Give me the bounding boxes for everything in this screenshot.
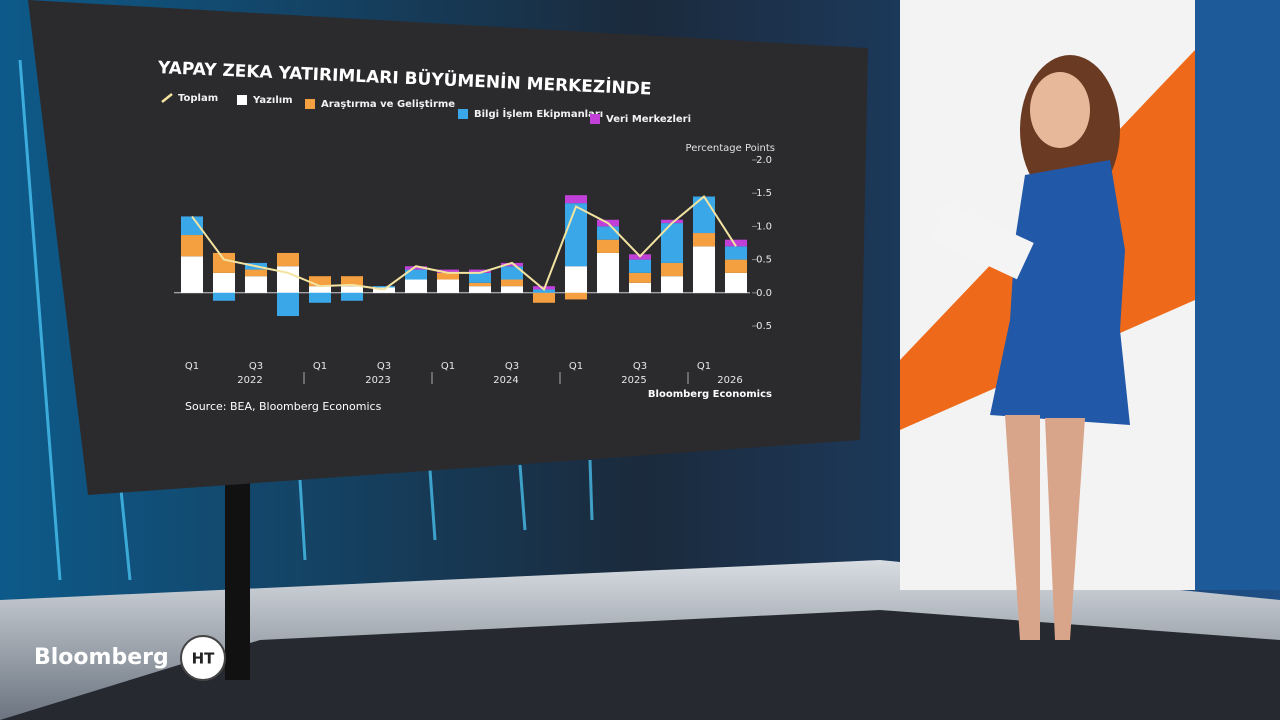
display-screen [28,0,868,495]
bar-segment [501,286,523,293]
y-tick-label: 1.0 [756,221,772,232]
x-tick-label: Q3 [249,361,263,372]
y-tick-label: 0.0 [756,288,772,299]
bar-segment [213,252,235,273]
bar-segment [565,292,587,300]
bar-segment [277,292,299,317]
bar-segment [629,282,651,293]
bar-segment [341,286,363,293]
bar-segment [501,279,523,287]
bar-segment [533,292,555,303]
year-label: 2023 [365,375,390,386]
bar-segment [245,276,267,293]
y-axis-label: Percentage Points [686,143,775,154]
bar-segment [245,269,267,277]
bar-segment [469,272,491,283]
x-tick-label: Q1 [313,361,327,372]
bar-segment [661,219,683,224]
year-label: 2024 [493,375,518,386]
bar-segment [469,282,491,287]
bar-segment [501,262,523,267]
bar-segment [213,272,235,293]
year-label: 2026 [717,375,742,386]
bar-segment [437,269,459,273]
bar-segment [341,276,363,287]
bar-segment [725,239,747,247]
floor-dark [0,610,1280,720]
bar-segment [629,259,651,273]
legend-label: Araştırma ve Geliştirme [321,99,455,110]
bar-segment [309,276,331,287]
legend-swatch [590,114,600,124]
y-tick-label: 0.5 [756,255,772,266]
bar-segment [565,195,587,204]
y-tick-label: 1.5 [756,188,772,199]
legend-swatch [161,93,173,103]
x-tick-label: Q1 [697,361,711,372]
bar-segment [565,203,587,267]
x-tick-label: Q1 [569,361,583,372]
bar-segment [309,286,331,293]
bar-segment [725,259,747,273]
credit: Bloomberg Economics [648,389,772,400]
bar-segment [661,223,683,263]
bar-segment [725,246,747,260]
y-tick-label: -0.5 [752,321,772,332]
year-label: 2025 [621,375,646,386]
legend-label: Veri Merkezleri [606,114,691,125]
bar-segment [437,272,459,280]
bar-segment [661,262,683,277]
bar-segment [533,289,555,293]
source: Source: BEA, Bloomberg Economics [185,400,382,413]
x-tick-label: Q3 [377,361,391,372]
bar-segment [341,292,363,301]
bar-segment [277,252,299,267]
legend-label: Yazılım [252,95,293,106]
bar-segment [597,226,619,240]
x-tick-label: Q3 [505,361,519,372]
bar-segment [565,266,587,293]
bar-segment [405,266,427,270]
logo-mark: HT [192,650,216,668]
legend-label: Bilgi İşlem Ekipmanları [474,106,603,120]
bar-segment [693,233,715,247]
bar-segment [469,286,491,293]
bar-segment [725,272,747,293]
legend-swatch [237,95,247,105]
x-tick-label: Q1 [441,361,455,372]
legend-swatch [458,109,468,119]
studio-lights [18,59,594,581]
logo-circle [180,635,226,681]
bar-segment [437,279,459,293]
bar-segment [405,279,427,293]
bar-segment [309,292,331,303]
screen-stand [225,480,250,680]
bar-segment [597,252,619,293]
bar-segment [597,239,619,253]
bar-segment [181,216,203,236]
city-screen [1195,0,1280,590]
bar-segment [373,286,395,288]
x-tick-label: Q3 [633,361,647,372]
x-tick-label: Q1 [185,361,199,372]
bar-segment [181,235,203,257]
bar-segment [181,256,203,293]
presenter [930,55,1130,640]
bar-segment [661,276,683,293]
bar-segment [469,269,491,273]
total-line [191,195,737,292]
y-tick-label: 2.0 [756,155,772,166]
year-label: 2022 [237,375,262,386]
bar-segment [405,269,427,280]
bar-segment [693,246,715,293]
channel-logo: Bloomberg [34,645,169,670]
bar-segment [213,292,235,301]
bar-segment [501,266,523,280]
bar-segment [277,266,299,293]
bar-segment [629,272,651,283]
legend-swatch [305,99,315,109]
legend-label: Toplam [178,93,218,104]
